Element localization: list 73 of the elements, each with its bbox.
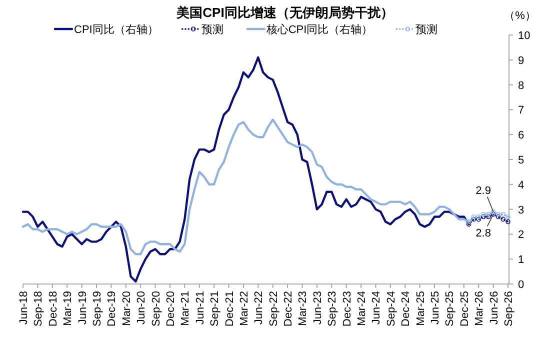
point	[496, 212, 501, 217]
x-tick-label: Mar-24	[356, 291, 368, 326]
x-tick-label: Jun-18	[18, 291, 30, 325]
legend-label: 预测	[201, 24, 224, 36]
x-tick-label: Dec-25	[458, 291, 471, 326]
x-tick-label: Dec-23	[341, 291, 354, 326]
x-tick-label: Jun-21	[194, 291, 206, 325]
point	[466, 219, 472, 224]
x-tick-label: Jun-24	[370, 291, 383, 325]
y-tick-label: 10	[518, 30, 530, 42]
x-tick-label: Mar-25	[414, 291, 427, 326]
annotation: 2.9	[476, 184, 494, 212]
y-tick-label: 8	[518, 80, 524, 92]
x-tick-label: Sep-22	[268, 291, 280, 326]
point	[506, 219, 510, 224]
y-tick-label: 1	[518, 254, 524, 266]
x-tick-label: Mar-26	[474, 291, 486, 326]
x-tick-label: Dec-18	[47, 291, 60, 326]
y-tick-label: 7	[518, 104, 524, 117]
x-tick-label: Sep-26	[503, 291, 515, 326]
x-tick-label: Dec-19	[106, 291, 118, 326]
point	[506, 214, 510, 220]
y-tick-label: 3	[518, 204, 524, 216]
x-tick-label: Dec-24	[400, 291, 412, 326]
y-tick-label: 0	[518, 279, 524, 291]
x-tick-label: Sep-18	[32, 291, 45, 326]
y-tick-label: 2	[518, 229, 524, 242]
x-tick-label: Jun-22	[253, 291, 266, 325]
x-tick-label: Mar-19	[62, 291, 74, 326]
point	[496, 214, 501, 220]
point	[500, 212, 506, 217]
y-tick-label: 6	[518, 130, 524, 142]
x-tick-label: Jun-19	[76, 291, 89, 325]
point	[476, 214, 482, 220]
y-tick-label: 5	[518, 154, 524, 166]
point	[486, 214, 491, 220]
x-tick-label: Sep-19	[91, 291, 104, 326]
x-tick-label: Mar-21	[180, 291, 192, 326]
annotation: 2.8	[476, 214, 494, 240]
y-tick-label: 4	[518, 179, 524, 192]
point	[490, 209, 496, 214]
y-axis-title: （%）	[504, 10, 536, 22]
x-tick-label: Jun-26	[488, 291, 500, 325]
x-tick-label: Dec-20	[164, 291, 177, 326]
x-tick-label: Sep-24	[385, 291, 398, 326]
x-tick-label: Sep-23	[326, 291, 339, 326]
point	[481, 214, 486, 220]
point	[490, 212, 496, 217]
x-tick-label: Jun-20	[136, 291, 148, 325]
x-tick-label: Sep-20	[150, 291, 162, 326]
point	[481, 212, 486, 217]
x-tick-label: Mar-23	[297, 291, 310, 326]
x-tick-label: Jun-25	[430, 291, 442, 325]
annotation: 2.8	[476, 227, 491, 240]
point	[486, 212, 491, 217]
point	[476, 216, 482, 222]
legend-label: 预测	[416, 24, 438, 36]
point	[466, 222, 472, 227]
x-tick-label: Mar-22	[238, 291, 250, 326]
x-tick-label: Sep-21	[209, 291, 222, 326]
point	[471, 216, 476, 222]
chart-title: 美国CPI同比增速（无伊朗局势干扰）	[176, 5, 394, 20]
x-tick-label: Sep-25	[444, 291, 456, 326]
legend-label: CPI同比（右轴）	[74, 23, 158, 36]
x-tick-label: Jun-23	[312, 291, 324, 325]
x-tick-label: Mar-20	[120, 291, 133, 326]
point	[471, 214, 476, 220]
x-tick-label: Dec-21	[224, 291, 236, 326]
y-tick-label: 9	[518, 54, 524, 67]
legend-label: 核心CPI同比（右轴）	[265, 23, 373, 36]
x-tick-label: Dec-22	[282, 291, 295, 326]
point	[500, 216, 506, 222]
annotation: 2.9	[476, 184, 491, 197]
